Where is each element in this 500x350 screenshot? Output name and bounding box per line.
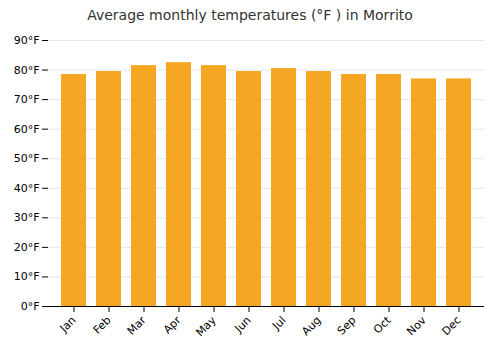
svg-text:50°F: 50°F <box>14 152 40 165</box>
svg-text:90°F: 90°F <box>14 34 40 47</box>
svg-text:60°F: 60°F <box>14 123 40 136</box>
svg-text:Nov: Nov <box>404 313 429 338</box>
svg-text:40°F: 40°F <box>14 182 40 195</box>
svg-text:Oct: Oct <box>371 313 394 336</box>
svg-text:Jun: Jun <box>232 314 254 336</box>
html-text:Average monthly temperatures (: Average monthly temperatures (°F ) in Mo… <box>87 7 413 23</box>
svg-text:Dec: Dec <box>439 314 463 338</box>
svg-text:Apr: Apr <box>161 313 184 336</box>
svg-text:Jan: Jan <box>57 314 79 336</box>
svg-text:10°F: 10°F <box>14 270 40 283</box>
svg-text:Mar: Mar <box>125 313 149 337</box>
svg-text:Feb: Feb <box>91 314 114 337</box>
svg-text:Aug: Aug <box>299 314 323 338</box>
svg-text:80°F: 80°F <box>14 64 40 77</box>
svg-text:May: May <box>193 313 219 339</box>
svg-text:0°F: 0°F <box>21 300 40 313</box>
svg-text:Sep: Sep <box>335 314 359 338</box>
svg-text:20°F: 20°F <box>14 241 40 254</box>
svg-text:70°F: 70°F <box>14 93 40 106</box>
svg-text:30°F: 30°F <box>14 211 40 224</box>
svg-text:Jul: Jul <box>269 314 288 333</box>
